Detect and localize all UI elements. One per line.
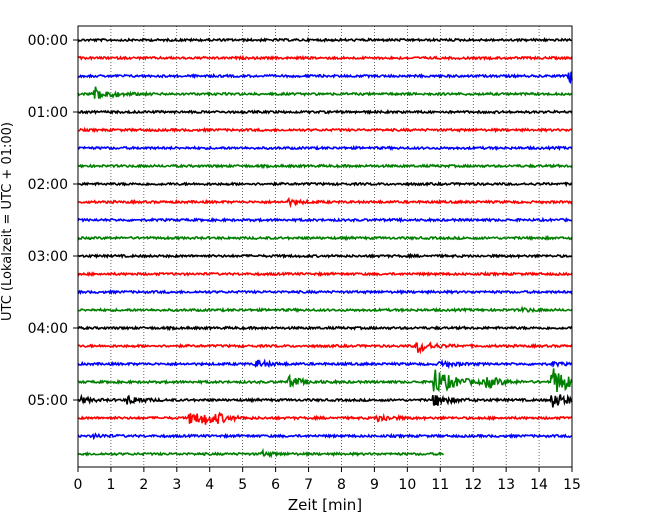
seismic-traces	[77, 36, 573, 459]
trace-line	[77, 216, 573, 224]
trace-line	[77, 181, 573, 188]
trace-line	[77, 325, 573, 332]
x-tick-label: 15	[563, 477, 581, 493]
x-tick-label: 1	[106, 477, 115, 493]
trace-line	[77, 252, 573, 260]
x-tick-label: 6	[271, 477, 280, 493]
y-tick-label: 04:00	[28, 321, 68, 337]
trace-line	[77, 432, 573, 441]
trace-line	[77, 341, 573, 355]
y-axis-label: UTC (Lokalzeit = UTC + 01:00)	[0, 122, 15, 321]
x-tick-label: 0	[74, 477, 83, 493]
trace-line	[77, 86, 573, 100]
x-tick-label: 13	[497, 477, 515, 493]
x-axis-label: Zeit [min]	[288, 496, 362, 514]
trace-line	[77, 234, 573, 242]
x-tick-label: 10	[398, 477, 416, 493]
trace-line	[77, 196, 573, 209]
x-tick-label: 7	[304, 477, 313, 493]
y-tick-label: 02:00	[28, 177, 68, 193]
y-tick-label: 03:00	[28, 249, 68, 265]
x-tick-label: 4	[205, 477, 214, 493]
trace-line	[77, 288, 573, 296]
trace-line	[77, 108, 573, 116]
y-tick-label: 01:00	[28, 105, 68, 121]
x-tick-label: 9	[370, 477, 379, 493]
trace-line	[77, 126, 573, 134]
trace-line	[77, 393, 573, 408]
trace-line	[77, 368, 573, 393]
trace-line	[77, 144, 573, 152]
plot-frame	[77, 25, 573, 468]
trace-line	[77, 305, 573, 314]
trace-line	[77, 54, 573, 61]
x-tick-label: 12	[464, 477, 482, 493]
trace-line	[77, 270, 573, 278]
x-tick-label: 11	[431, 477, 449, 493]
x-tick-label: 14	[530, 477, 548, 493]
x-tick-label: 8	[337, 477, 346, 493]
x-tick-label: 3	[172, 477, 181, 493]
trace-line	[77, 411, 573, 425]
trace-line	[77, 163, 573, 170]
y-tick-label: 05:00	[28, 393, 68, 409]
trace-line	[77, 71, 573, 85]
x-tick-label: 2	[139, 477, 148, 493]
y-axis-ticks: 00:00 01:00 02:00 03:00 04:00 05:00	[28, 33, 78, 409]
x-tick-label: 5	[238, 477, 247, 493]
trace-line	[77, 36, 573, 44]
x-axis-ticks: 0 1 2 3 4 5 6 7 8 9 10 11 12 13 14 15	[74, 467, 581, 493]
trace-line	[77, 358, 573, 370]
trace-line	[77, 447, 445, 459]
y-tick-label: 00:00	[28, 33, 68, 49]
